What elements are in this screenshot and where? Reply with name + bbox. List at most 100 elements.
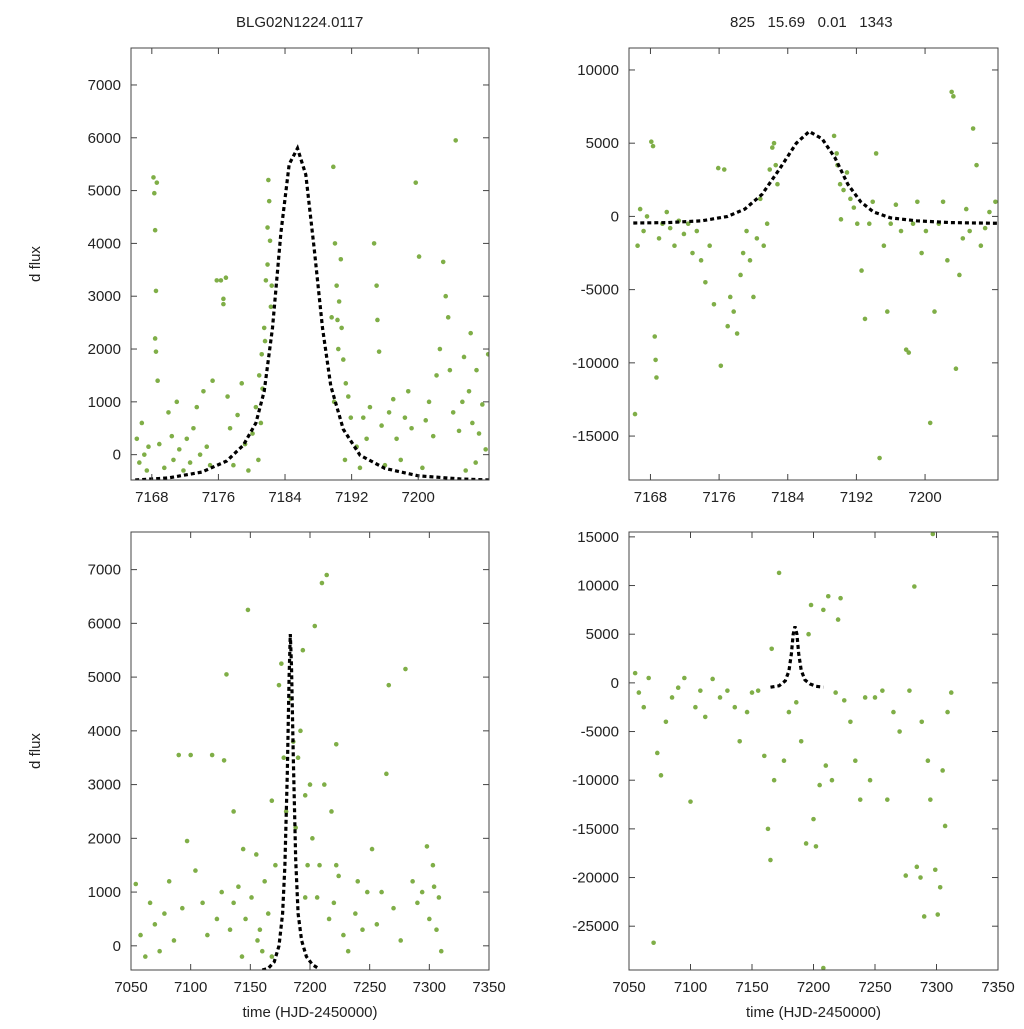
data-point — [848, 719, 853, 725]
data-point — [919, 719, 925, 725]
data-point — [949, 89, 954, 95]
data-point — [231, 900, 236, 906]
data-point — [409, 425, 414, 431]
y-tick-label: 0 — [611, 208, 619, 225]
data-point — [398, 457, 404, 463]
data-point — [731, 309, 736, 314]
data-point — [649, 139, 654, 145]
data-point — [825, 593, 831, 599]
data-point — [333, 862, 339, 868]
x-tick-label: 7300 — [920, 979, 953, 996]
data-point — [326, 916, 332, 922]
data-point — [841, 187, 846, 193]
data-point — [307, 782, 313, 787]
data-point — [650, 143, 656, 149]
data-point — [334, 283, 339, 288]
data-point — [371, 241, 377, 246]
data-point — [218, 278, 224, 283]
data-point — [259, 948, 265, 954]
data-point — [193, 868, 198, 873]
data-point — [967, 228, 972, 234]
data-point — [142, 452, 147, 457]
data-point — [431, 884, 437, 889]
data-point — [854, 221, 860, 227]
data-point — [154, 180, 160, 185]
data-point — [940, 768, 945, 773]
data-point — [885, 797, 890, 802]
data-point — [231, 462, 236, 468]
data-point — [221, 758, 227, 763]
data-point — [405, 388, 411, 394]
data-point — [636, 690, 642, 695]
data-point — [776, 570, 782, 576]
data-point — [637, 206, 643, 212]
data-point — [293, 825, 298, 830]
data-point — [443, 293, 449, 299]
data-point — [932, 867, 938, 873]
data-point — [253, 404, 259, 410]
data-point — [214, 278, 220, 283]
data-point — [914, 864, 920, 870]
plot-frame — [130, 47, 490, 481]
data-point — [765, 826, 771, 832]
data-point — [880, 688, 885, 693]
data-point — [632, 411, 638, 417]
data-point — [236, 884, 241, 889]
data-point — [265, 262, 270, 267]
data-point — [732, 704, 738, 710]
data-point — [317, 862, 322, 868]
y-axis-label: d flux — [27, 246, 44, 282]
data-point — [925, 758, 931, 764]
y-tick-label: 15000 — [577, 529, 619, 546]
data-point — [138, 932, 143, 938]
x-tick-label: 7050 — [114, 979, 147, 996]
x-tick-label: 7184 — [771, 489, 804, 506]
data-point — [476, 431, 482, 436]
data-point — [259, 352, 265, 357]
data-point — [214, 916, 220, 922]
data-point — [348, 415, 354, 420]
data-point — [867, 777, 873, 783]
data-point — [331, 164, 336, 170]
data-point — [162, 911, 167, 916]
data-point — [314, 895, 320, 900]
data-point — [376, 349, 382, 354]
data-point — [470, 420, 475, 426]
right-title: 825 15.69 0.01 1343 — [730, 14, 893, 31]
data-point — [171, 457, 176, 463]
data-point — [641, 704, 647, 710]
plot-area — [133, 572, 444, 970]
data-point — [466, 388, 472, 394]
data-point — [355, 879, 361, 884]
y-tick-label: 10000 — [577, 62, 619, 79]
x-tick-label: 7250 — [858, 979, 891, 996]
data-point — [143, 954, 148, 959]
y-tick-label: 10000 — [577, 578, 619, 595]
data-point — [940, 199, 946, 205]
x-tick-label: 7192 — [840, 489, 873, 506]
x-tick-label: 7350 — [472, 979, 505, 996]
data-point — [390, 396, 396, 402]
data-point — [430, 433, 436, 439]
data-point — [859, 268, 864, 273]
x-tick-label: 7176 — [202, 489, 235, 506]
data-point — [335, 317, 340, 323]
y-tick-label: -10000 — [572, 355, 619, 372]
data-point — [877, 455, 882, 461]
data-point — [152, 190, 157, 196]
data-point — [644, 214, 650, 219]
y-tick-label: 3000 — [88, 777, 121, 794]
y-tick-label: 6000 — [88, 130, 121, 147]
data-point — [663, 719, 669, 725]
data-point — [937, 884, 943, 890]
data-point — [240, 846, 246, 852]
data-point — [137, 460, 142, 465]
data-point — [844, 170, 850, 175]
data-point — [821, 965, 826, 970]
data-point — [200, 900, 205, 906]
model-curve — [135, 144, 489, 480]
data-point — [652, 334, 658, 339]
data-point — [345, 394, 351, 399]
y-tick-label: 0 — [611, 675, 619, 692]
data-point — [698, 688, 703, 693]
